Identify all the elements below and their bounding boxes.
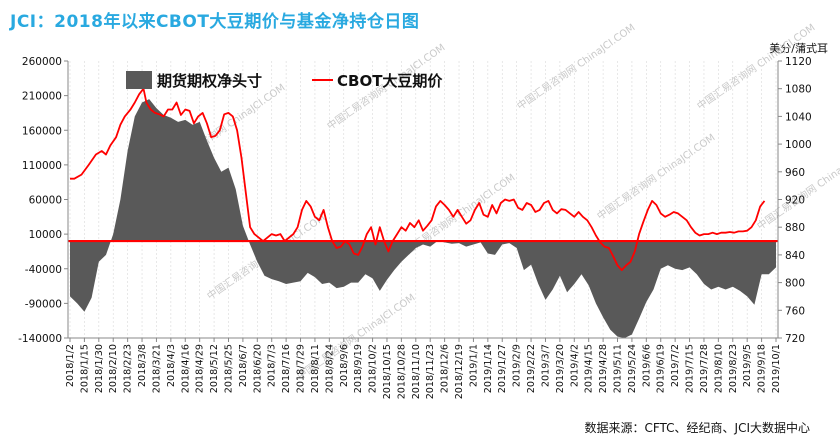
watermark-text: 中国汇易咨询网 ChinaJCI.COM [594,131,717,223]
x-tick-label: 2018/7/16 [281,344,292,393]
x-tick-label: 2019/3/20 [555,344,566,393]
x-tick-label: 2018/11/23 [425,344,436,399]
x-tick-label: 2018/10/28 [396,344,407,399]
right-tick-label: 880 [785,222,805,234]
x-tick-label: 2018/4/16 [180,344,191,393]
left-tick-label: 260000 [22,56,62,68]
x-tick-label: 2019/6/19 [656,344,667,393]
right-tick-label: 1120 [785,56,812,68]
legend-area-label: 期货期权净头寸 [157,72,262,90]
x-tick-label: 2019/5/24 [627,344,638,393]
x-tick-label: 2018/11/10 [411,344,422,399]
right-tick-label: 720 [785,333,805,345]
x-tick-label: 2018/6/20 [252,344,263,393]
net-position-area-layer [70,99,776,338]
left-tick-label: 210000 [22,91,62,103]
right-tick-label: 1080 [785,84,812,96]
x-tick-label: 2019/4/28 [598,344,609,393]
legend-line-label: CBOT大豆期价 [337,72,443,90]
x-tick-label: 2018/2/23 [123,344,134,393]
x-tick-label: 2018/2/10 [108,344,119,393]
x-tick-label: 2018/12/19 [454,344,465,399]
x-tick-label: 2018/3/21 [151,344,162,393]
legend-area-swatch [126,71,152,89]
right-tick-label: 1000 [785,139,812,151]
x-tick-label: 2018/8/11 [310,344,321,393]
x-tick-label: 2018/3/8 [137,344,148,387]
x-tick-label: 2019/1/27 [497,344,508,393]
left-tick-label: -90000 [25,298,62,310]
left-tick-label: -40000 [25,264,62,276]
x-tick-label: 2018/4/29 [195,344,206,393]
x-tick-label: 2019/4/15 [584,344,595,393]
x-tick-label: 2019/7/15 [685,344,696,393]
x-tick-label: 2018/1/30 [94,344,105,393]
x-tick-label: 2019/6/6 [641,344,652,387]
x-tick-label: 2018/4/3 [166,344,177,387]
x-tick-label: 2019/8/10 [713,344,724,393]
watermark-text: 中国汇易咨询网 ChinaJCI.COM [514,21,637,113]
x-tick-label: 2018/5/12 [209,344,220,393]
x-tick-label: 2019/10/1 [771,344,782,393]
legend: 期货期权净头寸 CBOT大豆期价 [126,71,443,90]
x-tick-label: 2018/9/6 [339,344,350,387]
x-tick-label: 2019/3/7 [540,344,551,387]
x-tick-label: 2019/2/22 [526,344,537,393]
cbot-price-line-layer [70,87,766,272]
x-tick-label: 2018/5/25 [223,344,234,393]
x-tick-label: 2018/1/2 [65,344,76,387]
left-tick-label: 110000 [22,160,62,172]
x-tick-label: 2019/2/9 [512,344,523,387]
right-tick-label: 920 [785,195,805,207]
cbot-price-line [70,87,766,272]
left-tick-label: 160000 [22,125,62,137]
net-position-area [70,99,776,338]
right-tick-label: 800 [785,278,805,290]
x-tick-label: 2018/1/15 [79,344,90,393]
x-tick-label: 2019/4/2 [569,344,580,387]
x-tick-label: 2018/7/29 [296,344,307,393]
right-tick-label: 960 [785,167,805,179]
x-tick-label: 2019/5/11 [613,344,624,393]
x-tick-label: 2018/10/2 [368,344,379,393]
chart-title: JCI：2018年以来CBOT大豆期价与基金净持仓日图 [10,12,420,32]
right-axis-unit: 美分/蒲式耳 [769,42,828,55]
x-tick-label: 2019/8/23 [728,344,739,393]
source-note: 数据来源：CFTC、经纪商、JCI大数据中心 [584,421,810,435]
watermark-text: 中国汇易咨询网 ChinaJCI.COM [754,141,840,233]
left-tick-label: -140000 [18,333,62,345]
x-tick-label: 2018/7/3 [267,344,278,387]
axes-layer: 260000 210000 160000 110000 60000 10000 -40000… [18,56,812,399]
x-tick-label: 2018/8/24 [324,344,335,393]
x-tick-label: 2019/7/2 [670,344,681,387]
left-tick-label: 10000 [29,229,62,241]
x-tick-label: 2018/12/6 [440,344,451,393]
x-tick-label: 2019/9/5 [742,344,753,387]
right-tick-label: 840 [785,250,805,262]
x-tick-label: 2019/9/18 [757,344,768,393]
x-tick-label: 2018/9/19 [353,344,364,393]
right-tick-label: 1040 [785,111,812,123]
x-tick-label: 2019/1/14 [483,344,494,393]
x-tick-label: 2019/7/28 [699,344,710,393]
x-tick-label: 2018/6/7 [238,344,249,387]
x-tick-label: 2019/1/1 [468,344,479,387]
x-tick-label: 2018/10/15 [382,344,393,399]
left-tick-label: 60000 [29,195,62,207]
right-tick-label: 760 [785,305,805,317]
